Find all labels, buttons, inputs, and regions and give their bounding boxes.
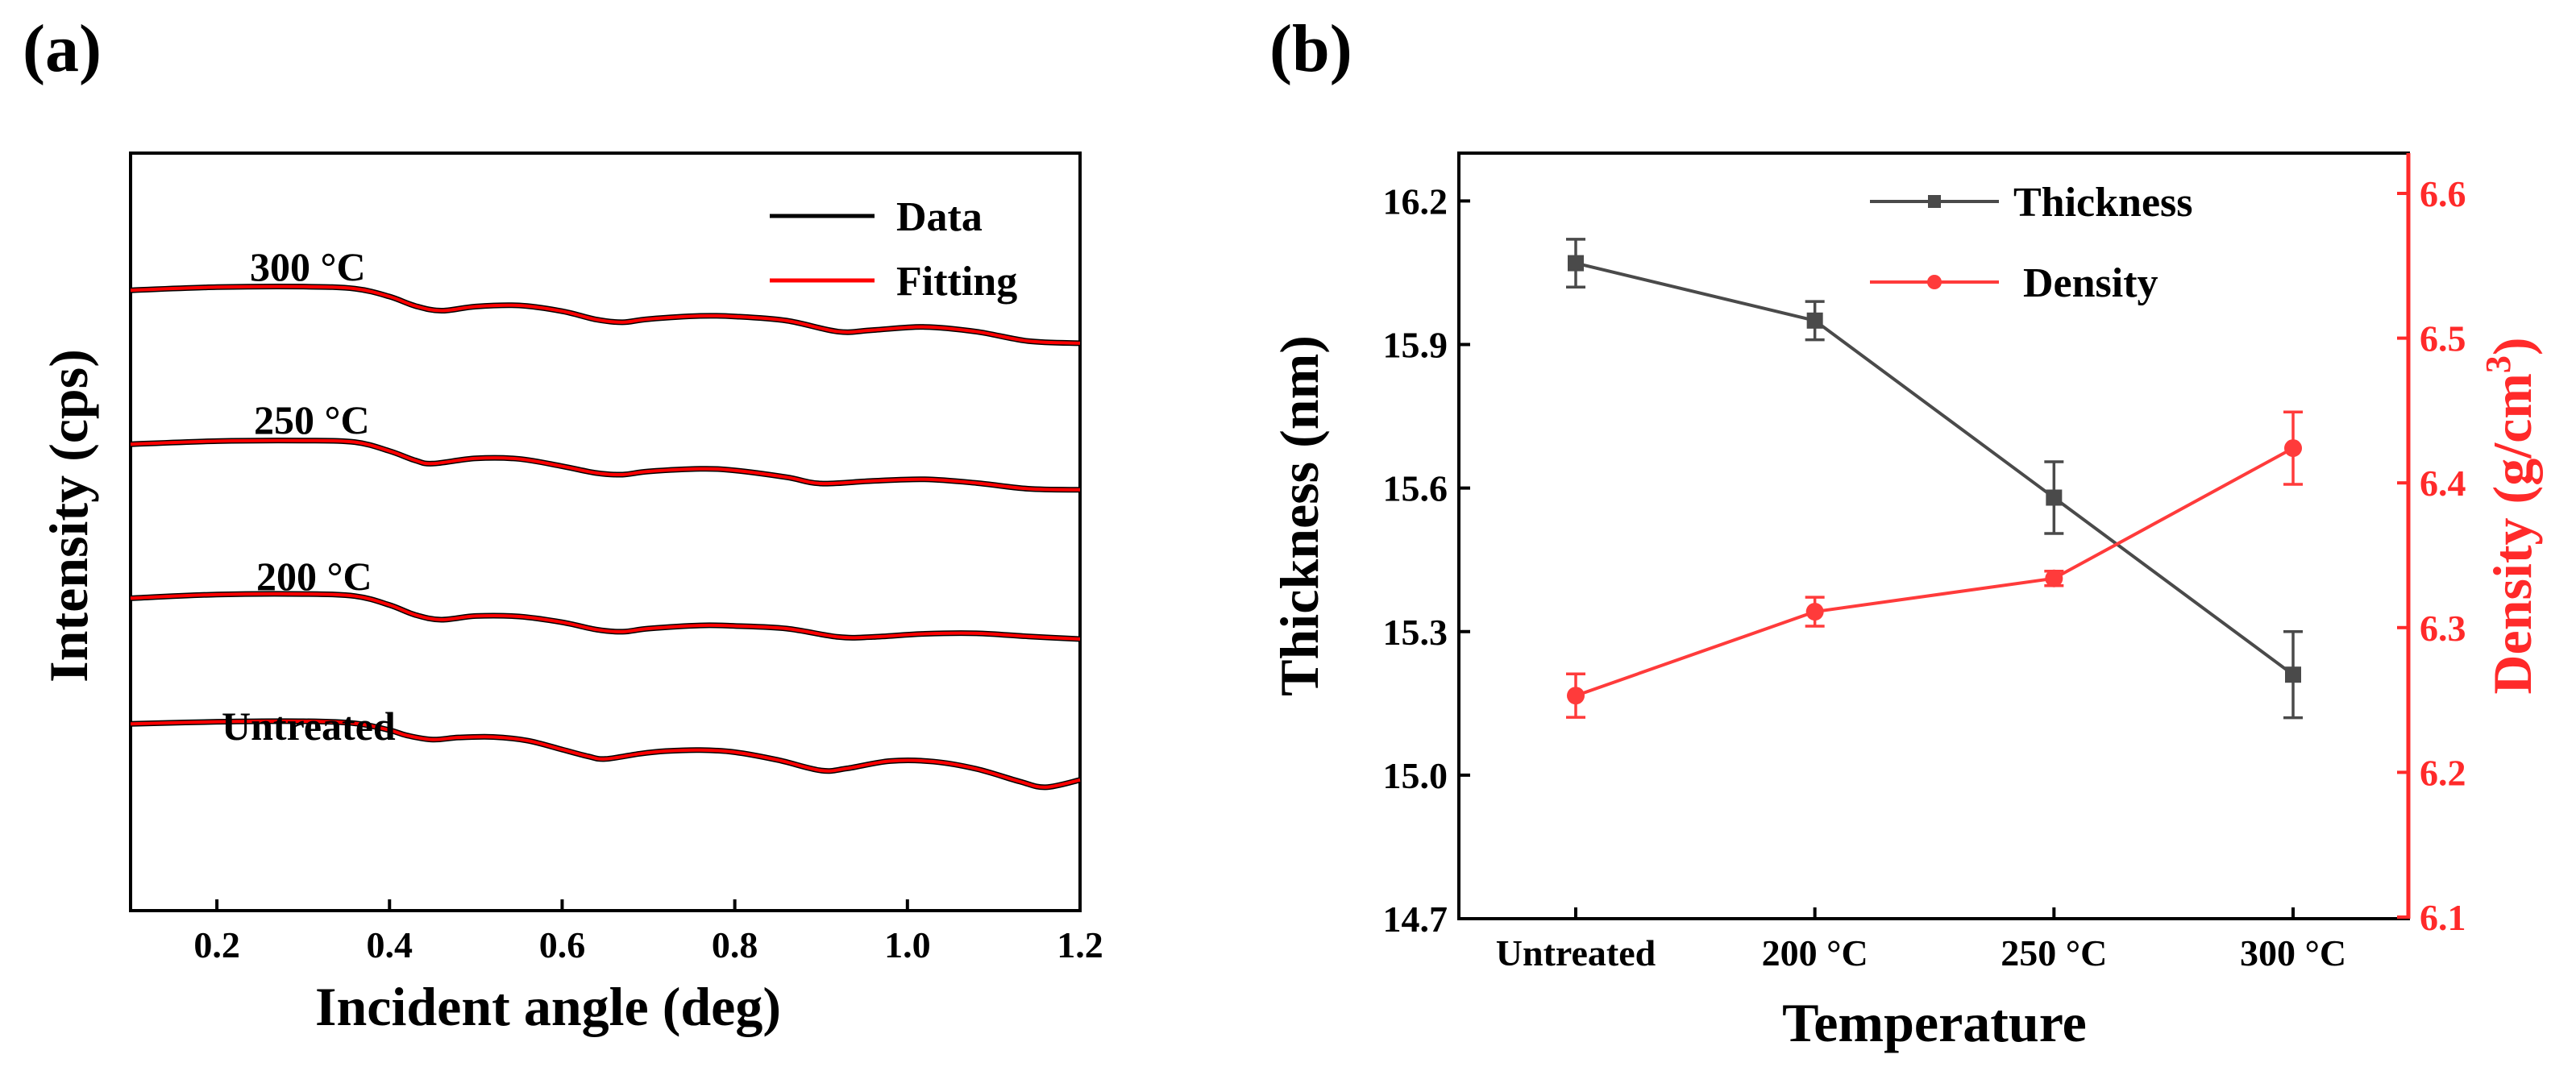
panel-a-curves (130, 284, 1081, 791)
right-y-tick-label-6-4: 6.4 (2420, 463, 2466, 504)
left-y-tick-label-15-0: 15.0 (1383, 755, 1448, 796)
curve-label-200c: 200 °C (256, 554, 372, 599)
panel-a-legend: Data Fitting (770, 194, 1017, 305)
density-point-200-c (1805, 603, 1824, 621)
right-y-tick-label-6-5: 6.5 (2420, 318, 2466, 359)
thickness-point-250-c (2046, 489, 2063, 506)
fitting-curve-untreated (130, 719, 1081, 789)
right-y-tick-label-6-6: 6.6 (2420, 173, 2466, 214)
right-y-tick-label-6-1: 6.1 (2420, 897, 2466, 938)
curve-label-untreated: Untreated (222, 704, 396, 749)
left-y-tick-label-15-6: 15.6 (1383, 468, 1448, 509)
x-tick-label-300-c: 300 °C (2240, 932, 2346, 973)
legend-thickness-marker (1928, 195, 1941, 208)
panel-b-label: (b) (1269, 11, 1352, 86)
legend-data-label: Data (896, 194, 983, 240)
thickness-point-200-c (1806, 312, 1823, 329)
panel-a-xrr-curves: (a) 0.2 0.4 0.6 0.8 1.0 1.2 300 °C 250 °C 200… (23, 11, 1103, 1037)
x-tick-label-untreated: Untreated (1496, 932, 1656, 973)
left-y-tick-label-15-9: 15.9 (1383, 325, 1448, 366)
left-y-tick-label-14-7: 14.7 (1383, 899, 1448, 940)
x-tick-label-0-6: 0.6 (539, 924, 586, 965)
panel-b-legend: Thickness Density (1870, 180, 2193, 306)
density-point-250-c (2045, 569, 2063, 587)
density-title-end: ) (2482, 337, 2543, 355)
fitting-curve-250-c (130, 438, 1081, 492)
thickness-line (1575, 261, 2295, 676)
panel-b-right-y-ticks: 6.1 6.2 6.3 6.4 6.5 6.6 (2397, 173, 2466, 938)
density-point-untreated (1567, 687, 1585, 705)
x-tick-label-0-2: 0.2 (193, 924, 240, 965)
panel-b-left-y-axis-title: Thickness (nm) (1269, 335, 1330, 696)
panel-b-thickness-density: (b) 14.715.015.315.615.916.2 6.16.26.36.… (1269, 11, 2543, 1053)
panel-b-x-axis-title: Temperature (1782, 992, 2087, 1053)
panel-a-y-axis-title: Intensity (cps) (38, 349, 99, 683)
density-title-superscript: 3 (2478, 355, 2518, 373)
x-tick-label-1-2: 1.2 (1057, 924, 1103, 965)
legend-density-marker (1927, 275, 1942, 289)
panel-a-x-ticks: 0.2 0.4 0.6 0.8 1.0 1.2 (193, 899, 1103, 965)
x-tick-label-200-c: 200 °C (1762, 932, 1868, 973)
thickness-point-300-c (2285, 666, 2301, 683)
fitting-curve-200-c (130, 592, 1081, 641)
panel-b-left-y-ticks: 14.7 15.0 15.3 15.6 15.9 16.2 (1383, 181, 1470, 940)
density-point-300-c (2284, 439, 2302, 458)
thickness-point-untreated (1568, 255, 1584, 272)
curve-label-300c: 300 °C (250, 244, 366, 289)
legend-fitting-label: Fitting (896, 259, 1017, 305)
panel-a-plot-frame (129, 152, 1082, 912)
density-line (1575, 446, 2294, 698)
right-y-tick-label-6-3: 6.3 (2420, 608, 2466, 649)
left-y-tick-label-15-3: 15.3 (1383, 612, 1448, 653)
fitting-curve-300-c (130, 284, 1081, 345)
density-title-main: Density (g/cm (2482, 373, 2543, 694)
panel-b-x-ticks: Untreated 200 °C 250 °C 300 °C (1496, 907, 2346, 973)
legend-density-label: Density (2023, 260, 2158, 306)
legend-thickness-label: Thickness (2013, 180, 2193, 226)
panel-b-right-y-axis-title: Density (g/cm3) (2478, 337, 2543, 694)
curve-label-250c: 250 °C (254, 397, 370, 442)
panel-a-x-axis-title: Incident angle (deg) (315, 976, 781, 1037)
x-tick-label-0-4: 0.4 (367, 924, 413, 965)
data-curve-250-c (130, 438, 1081, 493)
x-tick-label-0-8: 0.8 (712, 924, 758, 965)
panel-b-series (1566, 238, 2303, 720)
left-y-tick-label-16-2: 16.2 (1383, 181, 1448, 222)
right-y-tick-label-6-2: 6.2 (2420, 752, 2466, 793)
panel-a-label: (a) (23, 11, 102, 86)
x-tick-label-1-0: 1.0 (884, 924, 931, 965)
x-tick-label-250-c: 250 °C (2001, 932, 2107, 973)
